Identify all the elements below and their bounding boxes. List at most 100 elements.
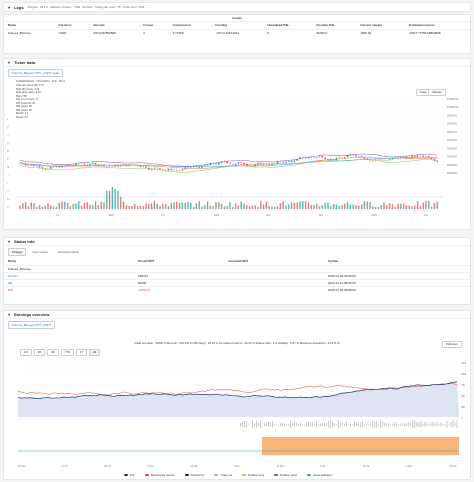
volume-bar bbox=[428, 201, 430, 209]
legend-item[interactable]: Asset utilization bbox=[307, 473, 332, 477]
volume-bar bbox=[38, 205, 41, 209]
candle-body bbox=[296, 158, 298, 161]
volume-bar bbox=[148, 203, 150, 209]
volume-bar bbox=[218, 202, 220, 209]
tab-strategy[interactable]: Strategy bbox=[8, 248, 27, 256]
legend-item[interactable]: Position long bbox=[242, 473, 264, 477]
volume-bar bbox=[425, 201, 427, 209]
chevron-down-icon[interactable]: ▾ bbox=[8, 4, 11, 10]
brush-icon[interactable]: ✎ bbox=[7, 165, 10, 169]
col-header: Amount/USDT bbox=[228, 259, 249, 264]
earnings-chart[interactable]: 125k 100k 75k 50k 25k 0 28 Sep 12 Oct 26 Oct 9 No… bbox=[4, 355, 472, 471]
earnings-symbol-tab[interactable]: Futures_Binance BTC_USDT bbox=[8, 321, 56, 329]
volume-bar bbox=[262, 204, 265, 209]
zoom-ytd-button[interactable]: YTD bbox=[60, 349, 75, 356]
legend-swatch bbox=[274, 474, 279, 476]
legend-item[interactable]: Period PnL bbox=[184, 473, 204, 477]
legend-item[interactable]: Position short bbox=[274, 473, 297, 477]
ticker-header[interactable]: ▾ Ticker data bbox=[4, 59, 470, 67]
volume-bar bbox=[103, 202, 105, 209]
volume-bar bbox=[419, 205, 422, 209]
candle-body bbox=[352, 154, 354, 155]
measure-icon[interactable]: ↔ bbox=[7, 173, 10, 177]
trendline-icon[interactable]: ╱ bbox=[7, 125, 9, 129]
volume-bar bbox=[344, 203, 346, 209]
fib-icon[interactable]: ≡ bbox=[7, 149, 9, 153]
zoom-all-button[interactable]: All bbox=[89, 349, 101, 356]
tab-open-orders[interactable]: Open orders bbox=[32, 250, 48, 254]
table-cell: 27610.87892808 bbox=[89, 28, 140, 36]
legend-item[interactable]: RSI Upper: 80 bbox=[16, 105, 32, 108]
volume-bar bbox=[27, 206, 30, 209]
rect-icon[interactable]: ▭ bbox=[7, 141, 10, 145]
status-header[interactable]: ▾ Status info bbox=[4, 238, 470, 246]
candle-body bbox=[374, 159, 377, 161]
candle-body bbox=[346, 155, 349, 158]
candle-body bbox=[338, 157, 340, 159]
candle-body bbox=[24, 163, 27, 166]
indicator-button[interactable]: Indicator bbox=[428, 89, 446, 96]
candle-body bbox=[114, 165, 116, 167]
candlestick-chart[interactable]: 105000.00 100000.00 95000.00 90000.00 85000.… bbox=[4, 89, 472, 229]
legend-item[interactable]: RSI Lower: 20 bbox=[16, 108, 32, 112]
zoom-1m-button[interactable]: 1M bbox=[20, 349, 32, 356]
volume-bar bbox=[282, 201, 284, 209]
lock-icon[interactable]: ⊡ bbox=[7, 197, 10, 201]
candle-body bbox=[363, 157, 366, 159]
trash-icon[interactable]: × bbox=[7, 205, 9, 209]
ticker-symbol-tab[interactable]: Futures_Binance BTC_USDT swap bbox=[8, 69, 64, 77]
text-icon[interactable]: T bbox=[7, 157, 9, 161]
volume-bar bbox=[226, 206, 228, 209]
legend-item[interactable]: RSI Overbought: 70 bbox=[16, 98, 39, 101]
candle-body bbox=[61, 165, 63, 168]
table-cell bbox=[224, 271, 324, 279]
volume-bar bbox=[274, 206, 276, 209]
legend-item[interactable]: Signal: 0.8 bbox=[16, 115, 28, 119]
volume-bar bbox=[167, 206, 170, 209]
zoom-icon[interactable]: ⌕ bbox=[7, 181, 9, 185]
candle-body bbox=[436, 160, 438, 162]
volume-bar bbox=[411, 206, 413, 209]
legend-item[interactable]: Trade vol bbox=[214, 473, 232, 477]
chevron-down-icon[interactable]: ▾ bbox=[8, 239, 11, 244]
zoom-1y-button[interactable]: 1Y bbox=[76, 349, 88, 356]
chevron-down-icon[interactable]: ▾ bbox=[8, 312, 11, 317]
x-tick-label: 2024 bbox=[109, 214, 115, 217]
crosshair-icon[interactable]: + bbox=[7, 117, 9, 121]
fullscreen-button[interactable]: Fullscreen bbox=[442, 341, 462, 348]
legend-item[interactable]: Ichimoku Cloud (M): 0.7h bbox=[16, 84, 44, 87]
volume-bar bbox=[22, 203, 24, 209]
volume-bar bbox=[330, 206, 332, 209]
legend-item[interactable]: SMA (200 close): 0.28 bbox=[16, 91, 41, 94]
volume-bar bbox=[173, 202, 175, 209]
volume-bar bbox=[215, 201, 217, 209]
table-cell: 106474 bbox=[134, 271, 224, 279]
earnings-header[interactable]: ▾ Earnings overview bbox=[4, 311, 470, 319]
magnet-icon[interactable]: ∩ bbox=[7, 189, 10, 193]
legend-item[interactable]: MACD: 0.4 bbox=[16, 112, 29, 115]
volume-bar bbox=[150, 203, 153, 209]
candle-body bbox=[276, 161, 279, 164]
candle-body bbox=[271, 164, 273, 166]
tab-historical-orders[interactable]: Historical orders bbox=[57, 250, 79, 254]
volume-bar bbox=[19, 205, 21, 209]
legend-item[interactable]: RSI: 0.58 bbox=[16, 94, 27, 98]
legend-label: Position long bbox=[248, 473, 265, 477]
logs-header[interactable]: ▾ Logs Progress : 99.8 % · Elapsed (minu… bbox=[4, 3, 470, 11]
volume-bar bbox=[184, 202, 186, 209]
legend-item[interactable]: PnL bbox=[124, 473, 135, 477]
volume-bar bbox=[198, 201, 200, 209]
x-tick-label: 18 Jan bbox=[363, 465, 371, 468]
legend-item[interactable]: Benchmark returns bbox=[144, 473, 175, 477]
chevron-down-icon[interactable]: ▾ bbox=[8, 60, 11, 65]
candle-body bbox=[229, 163, 231, 165]
volume-bar bbox=[78, 201, 80, 209]
volume-bar bbox=[355, 205, 357, 209]
legend-item[interactable]: RSI Oversold: 30 bbox=[16, 101, 36, 105]
zoom-6m-button[interactable]: 6M bbox=[47, 349, 59, 356]
hline-icon[interactable]: ─ bbox=[7, 133, 10, 137]
volume-bar bbox=[100, 202, 102, 209]
legend-item[interactable]: SMA (50 close): 0.42 bbox=[16, 87, 40, 91]
ema-line bbox=[19, 157, 438, 167]
zoom-3m-button[interactable]: 3M bbox=[33, 349, 46, 356]
